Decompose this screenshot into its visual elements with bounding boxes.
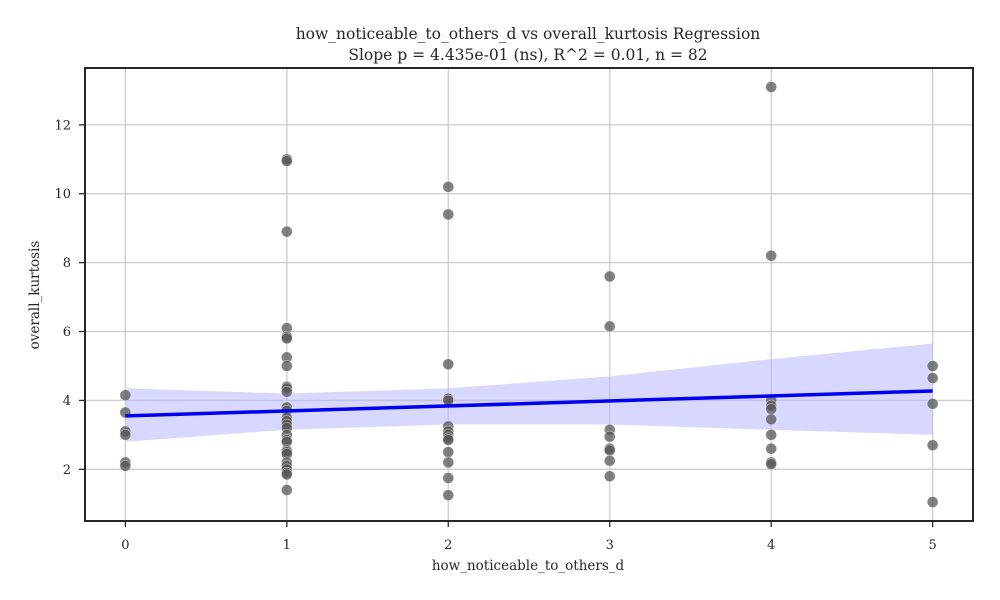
data-point — [442, 358, 455, 371]
data-point — [442, 434, 455, 446]
data-point — [765, 458, 777, 470]
data-point — [603, 454, 616, 467]
data-point — [442, 489, 455, 501]
data-point — [765, 81, 777, 93]
data-point — [281, 386, 293, 398]
data-point — [281, 484, 293, 496]
y-axis-label: overall_kurtosis — [27, 241, 43, 350]
data-point — [442, 472, 455, 484]
data-point — [926, 496, 939, 508]
y-tick-label: 4 — [63, 394, 71, 409]
data-point — [442, 456, 455, 469]
regression-line-group — [125, 389, 933, 418]
regression-line — [125, 389, 933, 418]
data-point — [926, 439, 939, 452]
data-point — [281, 332, 293, 345]
x-tick-label: 1 — [283, 538, 291, 553]
data-point — [926, 398, 939, 410]
data-point — [926, 360, 939, 372]
data-point — [442, 181, 455, 193]
data-point — [926, 372, 939, 384]
y-tick-label: 2 — [63, 463, 71, 478]
data-point — [119, 389, 132, 402]
data-point — [281, 468, 293, 481]
data-point — [603, 320, 616, 333]
x-tick-label: 5 — [928, 538, 936, 553]
y-tick-label: 10 — [54, 187, 71, 202]
x-tick-label: 3 — [606, 538, 614, 553]
x-tick-label: 4 — [767, 538, 775, 553]
data-point — [281, 155, 293, 167]
chart-title: how_noticeable_to_others_d vs overall_ku… — [296, 25, 761, 43]
y-tick-label: 8 — [63, 256, 71, 271]
data-point — [442, 208, 455, 221]
data-point — [765, 413, 777, 426]
data-point — [281, 360, 293, 372]
data-point — [765, 249, 777, 262]
data-point — [765, 403, 777, 415]
data-point — [603, 270, 616, 283]
data-point — [765, 429, 777, 441]
y-axis-ticks: 2 4 6 8 10 12 — [54, 118, 85, 478]
data-point — [281, 225, 293, 238]
confidence-band-area — [125, 343, 933, 442]
data-point — [765, 442, 777, 455]
data-points — [119, 81, 939, 508]
chart-subtitle: Slope p = 4.435e-01 (ns), R^2 = 0.01, n … — [348, 46, 707, 64]
y-tick-label: 6 — [63, 325, 71, 340]
y-tick-label: 12 — [54, 118, 71, 133]
confidence-band — [125, 343, 933, 442]
x-axis-label: how_noticeable_to_others_d — [432, 558, 625, 574]
data-point — [603, 444, 616, 457]
x-axis-ticks: 0 1 2 3 4 5 — [121, 521, 937, 553]
data-point — [603, 470, 616, 483]
data-point — [119, 429, 132, 441]
data-point — [442, 446, 455, 458]
data-point — [603, 430, 616, 443]
x-tick-label: 2 — [444, 538, 452, 553]
grid-lines — [85, 68, 973, 521]
plot-frame — [84, 67, 974, 522]
x-tick-label: 0 — [121, 538, 129, 553]
data-point — [119, 460, 132, 472]
